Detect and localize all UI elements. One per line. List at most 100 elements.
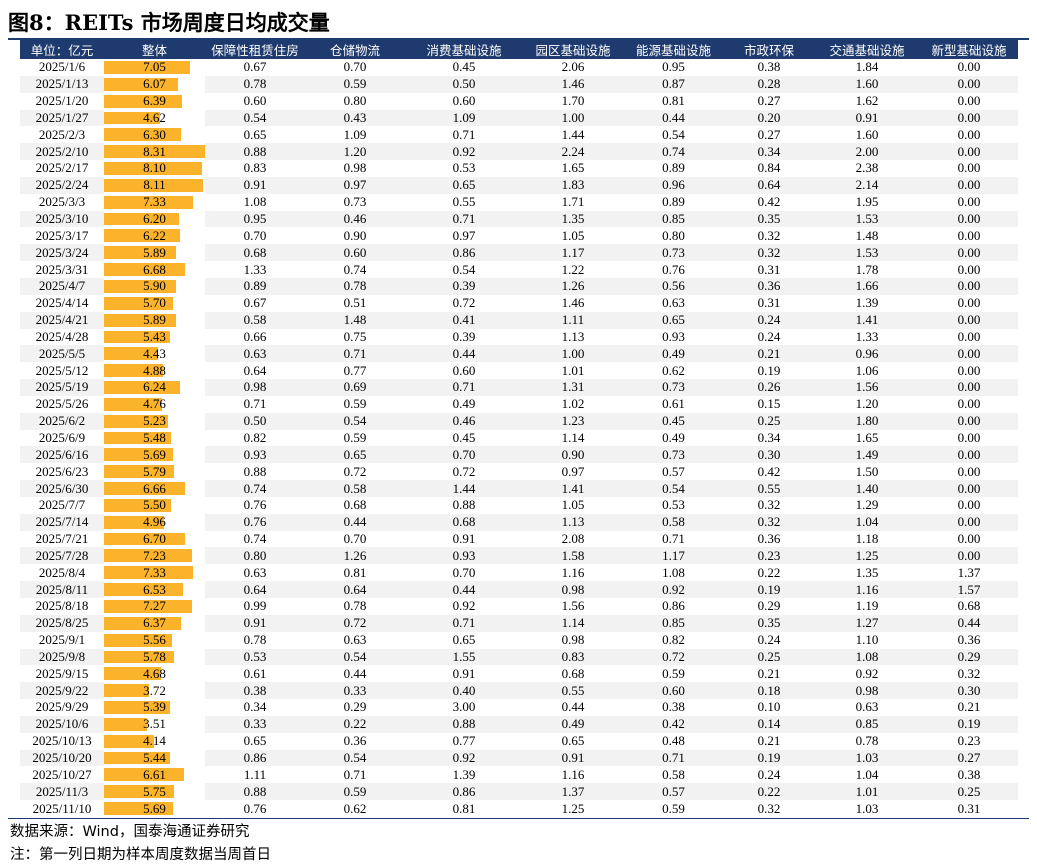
total-bar-cell: 3.72 (104, 682, 205, 700)
value-cell: 0.00 (920, 480, 1018, 497)
value-cell: 0.85 (814, 715, 920, 733)
value-cell: 0.78 (343, 598, 367, 614)
value-cell: 0.69 (305, 379, 405, 396)
value-cell: 0.54 (662, 126, 685, 142)
value-cell: 0.60 (452, 93, 476, 109)
value-cell: 1.08 (243, 194, 267, 210)
value-cell: 1.48 (855, 227, 879, 243)
value-cell: 1.41 (523, 480, 623, 497)
value-cell: 0.64 (205, 581, 305, 598)
value-cell: 0.00 (957, 227, 981, 243)
total-value: 6.20 (143, 211, 166, 227)
value-cell: 0.48 (662, 733, 685, 749)
value-cell: 1.41 (814, 311, 920, 329)
value-cell: 1.04 (814, 513, 920, 531)
value-cell: 0.58 (662, 766, 685, 782)
value-cell: 0.38 (957, 766, 981, 782)
value-cell: 1.70 (561, 93, 585, 109)
value-cell: 0.00 (920, 244, 1018, 262)
date-cell: 2025/10/6 (20, 715, 104, 733)
value-cell: 0.59 (662, 800, 685, 816)
value-cell: 0.71 (243, 396, 267, 412)
total-value: 7.33 (143, 564, 166, 580)
value-cell: 0.00 (957, 328, 981, 344)
total-value: 7.27 (143, 598, 166, 614)
value-cell: 0.30 (724, 446, 814, 464)
total-value: 6.07 (143, 76, 166, 92)
value-cell: 0.32 (757, 497, 781, 513)
total-bar-cell: 4.88 (104, 362, 205, 380)
value-cell: 0.71 (405, 210, 523, 228)
date-cell: 2025/5/12 (35, 362, 89, 378)
total-bar-cell: 6.66 (104, 480, 205, 497)
value-cell: 0.35 (724, 210, 814, 228)
date-cell: 2025/9/22 (20, 682, 104, 700)
value-cell: 1.14 (523, 614, 623, 632)
value-cell: 1.00 (523, 109, 623, 127)
date-cell: 2025/3/31 (35, 261, 89, 277)
total-bar (104, 61, 190, 74)
total-bar-cell: 7.27 (104, 598, 205, 615)
value-cell: 0.00 (920, 176, 1018, 194)
total-bar (104, 145, 205, 159)
value-cell: 0.44 (920, 614, 1018, 632)
value-cell: 1.25 (814, 547, 920, 565)
total-bar (104, 532, 186, 546)
value-cell: 0.68 (561, 665, 585, 681)
table-row: 2025/1/27 4.62 0.54 0.43 1.09 1.00 0.44 0.20 0.9… (20, 109, 1018, 127)
value-cell: 0.21 (757, 733, 781, 749)
value-cell: 0.57 (623, 783, 724, 801)
value-cell: 0.14 (724, 715, 814, 733)
value-cell: 0.89 (205, 277, 305, 295)
value-cell: 0.31 (957, 800, 981, 816)
date-cell: 2025/1/20 (35, 93, 89, 109)
value-cell: 0.88 (405, 715, 523, 733)
value-cell: 0.29 (343, 699, 367, 715)
total-bar (104, 701, 170, 714)
value-cell: 0.22 (305, 715, 405, 733)
value-cell: 0.70 (343, 59, 367, 75)
value-cell: 0.90 (523, 446, 623, 464)
value-cell: 0.27 (920, 749, 1018, 767)
total-value: 5.56 (143, 632, 166, 648)
value-cell: 0.19 (920, 715, 1018, 733)
value-cell: 0.10 (757, 699, 781, 715)
value-cell: 0.81 (662, 93, 685, 109)
value-cell: 0.65 (452, 632, 476, 648)
table-row: 2025/11/3 5.75 0.88 0.59 0.86 1.37 0.57 0.22 1.0… (20, 783, 1018, 801)
date-cell: 2025/5/26 (35, 396, 89, 412)
value-cell: 0.45 (452, 59, 476, 75)
value-cell: 0.58 (623, 513, 724, 531)
value-cell: 0.71 (305, 345, 405, 363)
value-cell: 0.00 (920, 412, 1018, 430)
value-cell: 1.03 (855, 800, 879, 816)
value-cell: 1.18 (855, 531, 879, 547)
value-cell: 0.68 (343, 497, 367, 513)
value-cell: 0.25 (724, 412, 814, 430)
value-cell: 1.08 (662, 564, 685, 580)
table-row: 2025/3/24 5.89 0.68 0.60 0.86 1.17 0.73 0.32 1.5… (20, 244, 1018, 262)
value-cell: 0.45 (623, 412, 724, 430)
header-new-infra: 新型基础设施 (920, 40, 1018, 59)
table-body: 2025/1/6 7.05 0.67 0.70 0.45 2.06 0.95 0.38 1.84… (20, 59, 1018, 817)
value-cell: 0.77 (343, 362, 367, 378)
date-cell: 2025/5/19 (20, 379, 104, 396)
header-energy-infra: 能源基础设施 (623, 40, 724, 59)
total-value: 3.51 (143, 716, 166, 732)
total-bar-cell: 5.69 (104, 800, 205, 817)
table-row: 2025/6/9 5.48 0.82 0.59 0.45 1.14 0.49 0.34 1.65… (20, 429, 1018, 447)
header-municipal-env: 市政环保 (724, 40, 814, 59)
value-cell: 0.61 (243, 665, 267, 681)
value-cell: 0.19 (724, 581, 814, 598)
value-cell: 0.29 (757, 598, 781, 614)
total-bar (104, 178, 203, 192)
value-cell: 0.49 (452, 396, 476, 412)
value-cell: 0.51 (343, 295, 367, 311)
value-cell: 0.78 (305, 277, 405, 295)
total-value: 8.10 (143, 160, 166, 176)
value-cell: 0.00 (957, 160, 981, 176)
value-cell: 0.72 (343, 463, 367, 479)
value-cell: 0.63 (205, 345, 305, 363)
total-bar-cell: 5.56 (104, 631, 205, 649)
total-bar (104, 583, 184, 596)
